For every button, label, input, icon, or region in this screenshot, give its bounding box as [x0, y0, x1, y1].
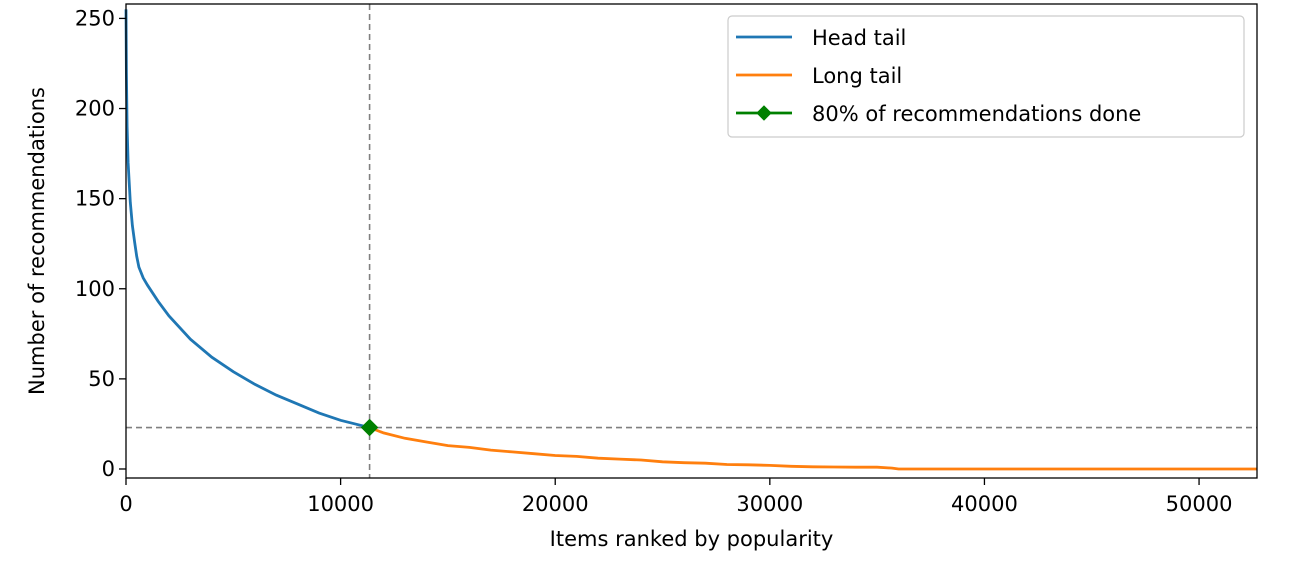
threshold-marker-diamond [360, 418, 379, 437]
y-tick-label: 50 [88, 367, 115, 391]
series-line-long-tail [369, 426, 1257, 471]
x-tick-label: 10000 [307, 492, 374, 516]
legend-label-long-tail: Long tail [812, 64, 902, 88]
legend-marker-diamond [756, 105, 772, 121]
series-line-head-tail [124, 9, 370, 429]
x-tick-label: 30000 [736, 492, 803, 516]
x-axis-ticks: 0 10000 20000 30000 40000 50000 [119, 478, 1232, 516]
y-axis-ticks: 0 50 100 150 200 250 [75, 6, 126, 481]
x-tick-label: 20000 [522, 492, 589, 516]
x-tick-label: 40000 [951, 492, 1018, 516]
y-tick-label: 200 [75, 97, 115, 121]
y-tick-label: 250 [75, 6, 115, 30]
legend: Head tail Long tail 80% of recommendatio… [727, 15, 1245, 138]
y-tick-label: 100 [75, 277, 115, 301]
x-axis-label: Items ranked by popularity [550, 527, 834, 551]
x-tick-label: 0 [119, 492, 132, 516]
plot-area [124, 4, 1257, 478]
legend-label-head-tail: Head tail [812, 26, 906, 50]
legend-box [727, 15, 1245, 138]
y-tick-label: 150 [75, 187, 115, 211]
x-tick-label: 50000 [1166, 492, 1233, 516]
y-axis-label: Number of recommendations [25, 87, 49, 395]
plot-frame [125, 3, 1258, 479]
legend-label-threshold: 80% of recommendations done [812, 102, 1141, 126]
y-tick-label: 0 [102, 457, 115, 481]
